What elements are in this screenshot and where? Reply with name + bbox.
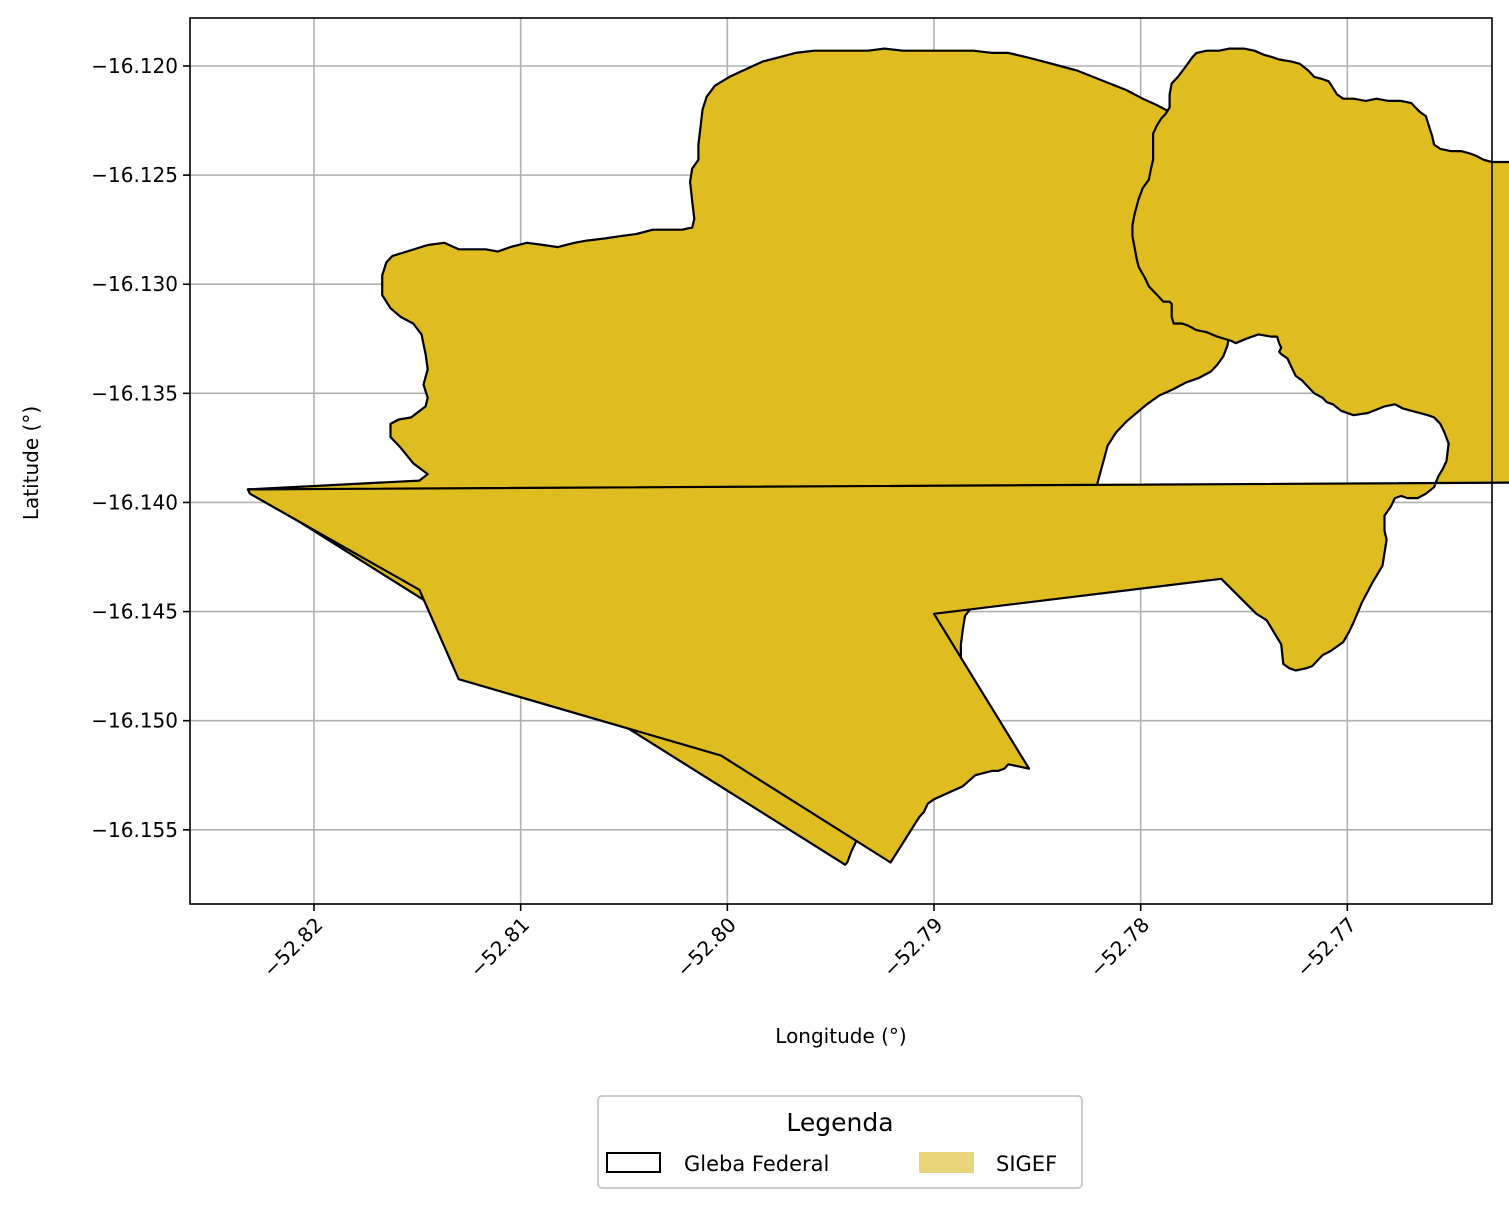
legend: Legenda Gleba Federal SIGEF — [597, 1095, 1083, 1189]
y-tick-label-7: −16.155 — [91, 818, 178, 842]
polygon-gleba-federal — [246, 47, 1509, 864]
legend-swatch-gleba-federal — [606, 1152, 661, 1173]
y-tick-label-6: −16.150 — [91, 709, 178, 733]
legend-swatch-sigef — [919, 1152, 974, 1173]
y-ticks: −16.120 −16.125 −16.130 −16.135 −16.140 −16.1… — [91, 54, 190, 842]
x-axis-label: Longitude (°) — [775, 1024, 906, 1048]
y-axis-label: Latitude (°) — [19, 406, 43, 520]
y-tick-label-1: −16.125 — [91, 163, 178, 187]
polygons-layer — [246, 47, 1509, 866]
y-tick-label-4: −16.140 — [91, 490, 178, 514]
y-tick-label-5: −16.145 — [91, 600, 178, 624]
y-tick-label-3: −16.135 — [91, 381, 178, 405]
legend-label-sigef: SIGEF — [996, 1152, 1057, 1176]
y-tick-label-2: −16.130 — [91, 272, 178, 296]
y-tick-label-0: −16.120 — [91, 54, 178, 78]
legend-title: Legenda — [786, 1108, 893, 1137]
plot-frame — [189, 17, 1493, 905]
legend-label-gleba-federal: Gleba Federal — [684, 1152, 829, 1176]
